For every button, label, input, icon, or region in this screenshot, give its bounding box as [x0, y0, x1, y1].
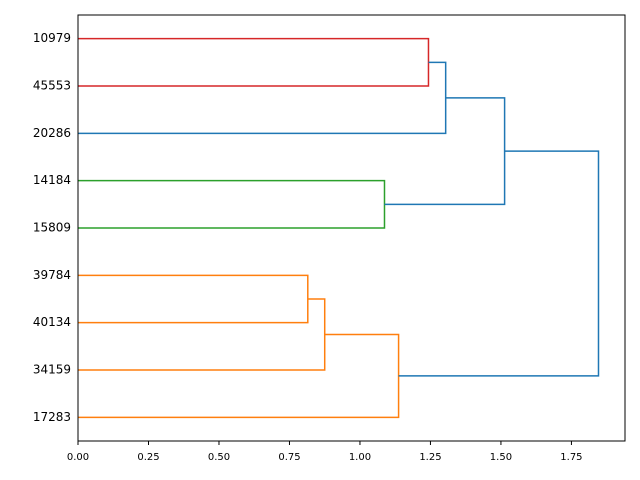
- leaf-label: 34159: [33, 363, 71, 377]
- link: [78, 274, 309, 324]
- link: [78, 333, 400, 419]
- leaf-label: 17283: [33, 410, 71, 424]
- leaf-label: 40134: [33, 315, 71, 329]
- leaf-label: 39784: [33, 268, 71, 282]
- x-tick-label: 1.00: [349, 452, 371, 463]
- x-tick-label: 0.25: [137, 452, 159, 463]
- plot-frame: [77, 14, 626, 442]
- leaf-label: 14184: [33, 173, 71, 187]
- link: [78, 179, 386, 229]
- leaf-label: 45553: [33, 79, 71, 93]
- x-tick-label: 1.50: [490, 452, 512, 463]
- leaf-label: 15809: [33, 221, 71, 235]
- x-tick-label: 0.75: [278, 452, 300, 463]
- x-tick-label: 1.25: [419, 452, 441, 463]
- x-tick-label: 0.00: [67, 452, 89, 463]
- leaf-label: 20286: [33, 126, 71, 140]
- leaf-label: 10979: [33, 31, 71, 45]
- link: [78, 61, 447, 135]
- x-tick-label: 1.75: [560, 452, 582, 463]
- x-tick-label: 0.50: [208, 452, 230, 463]
- link: [398, 150, 600, 377]
